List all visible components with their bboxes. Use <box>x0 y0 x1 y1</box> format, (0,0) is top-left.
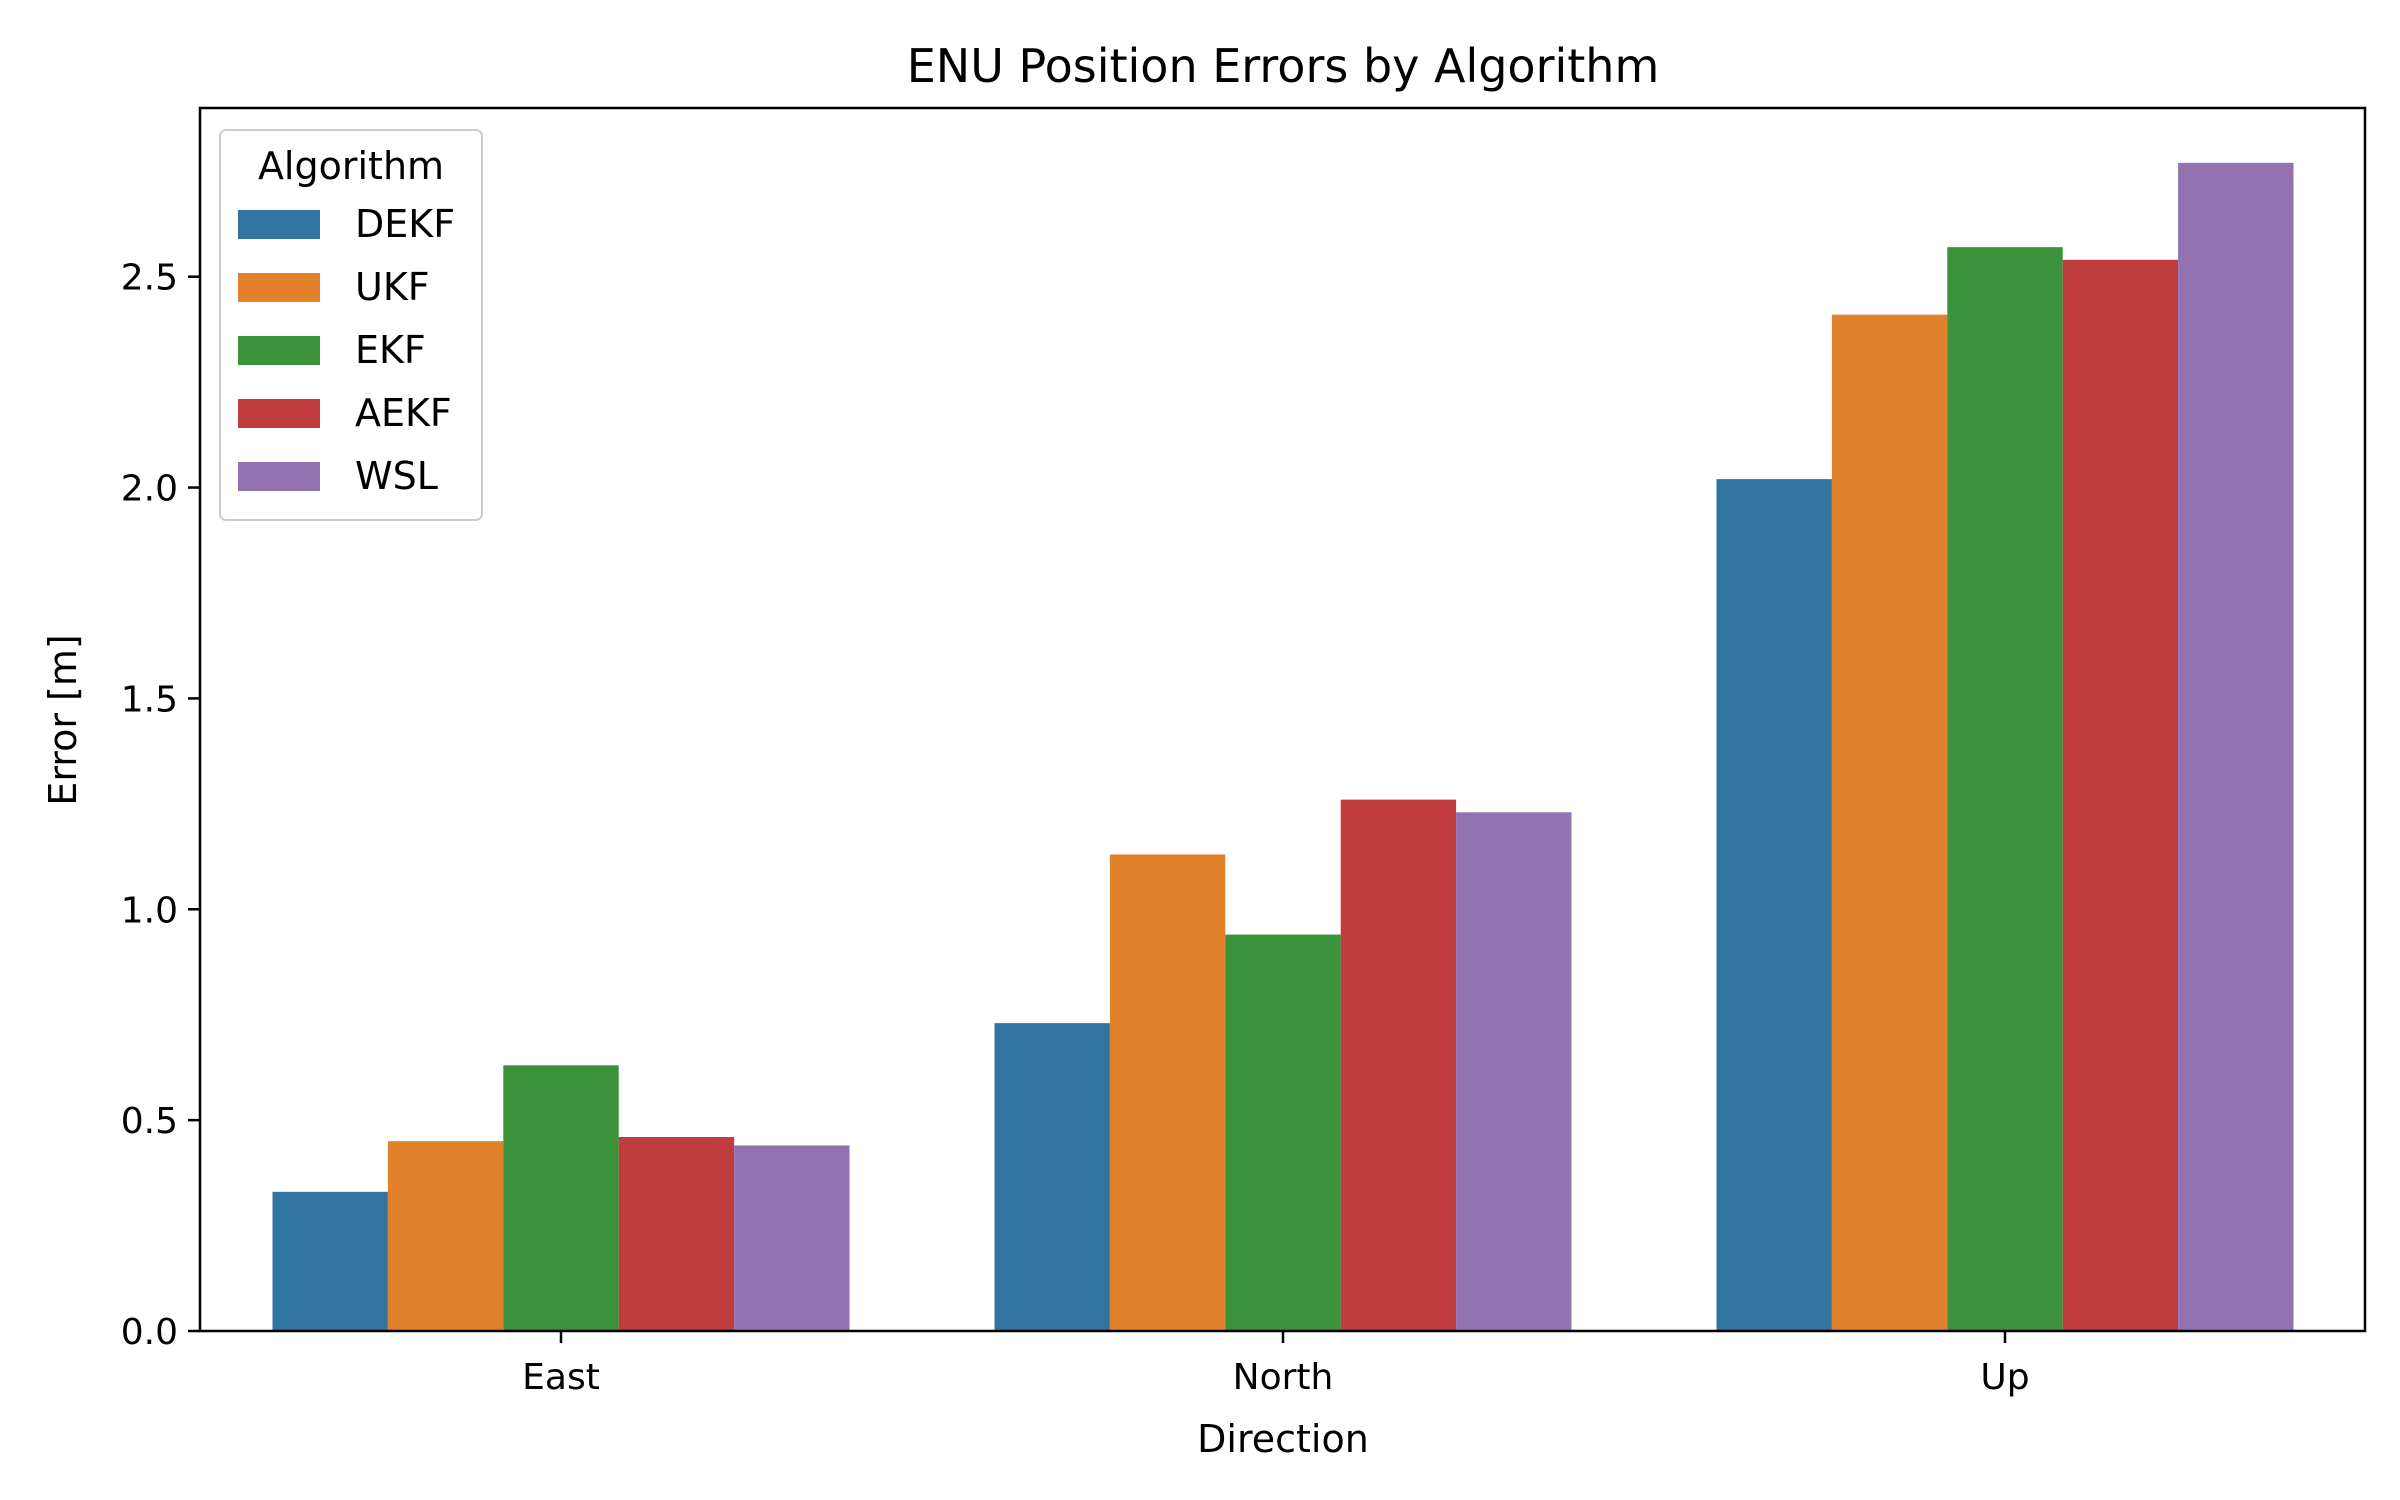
legend-label-ukf: UKF <box>355 265 430 309</box>
bar-dekf-north <box>994 1023 1110 1331</box>
bar-dekf-east <box>272 1191 388 1331</box>
legend-swatch-ekf <box>238 336 320 365</box>
legend-label-aekf: AEKF <box>355 391 452 435</box>
legend-label-dekf: DEKF <box>355 202 455 246</box>
legend-label-ekf: EKF <box>355 328 426 372</box>
x-tick-label-up: Up <box>1980 1357 2029 1398</box>
bar-ukf-north <box>1109 854 1226 1331</box>
bar-ekf-up <box>1947 247 2063 1331</box>
y-axis: 0.0 0.5 1.0 1.5 2.0 2.5 <box>121 258 200 1353</box>
legend-swatch-wsl <box>238 462 320 491</box>
x-tick-label-east: East <box>522 1357 600 1398</box>
bar-ukf-up <box>1831 314 1948 1331</box>
y-tick-label-5: 2.5 <box>121 258 178 299</box>
bar-wsl-east <box>734 1145 850 1331</box>
x-axis: East North Up <box>522 1331 2030 1398</box>
bar-aekf-north <box>1340 799 1457 1331</box>
bar-wsl-north <box>1456 812 1572 1331</box>
legend-swatch-aekf <box>238 399 320 428</box>
legend-swatch-ukf <box>238 273 320 302</box>
plot-frame <box>198 106 2367 1333</box>
legend-box <box>219 129 483 521</box>
y-tick-label-0: 0.0 <box>121 1312 178 1353</box>
bar-wsl-up <box>2178 162 2294 1331</box>
bars-group <box>272 162 2294 1331</box>
bar-ekf-north <box>1225 934 1341 1331</box>
x-tick-label-north: North <box>1233 1357 1334 1398</box>
bar-ukf-east <box>387 1141 504 1331</box>
y-axis-label: Error [m] <box>41 634 85 805</box>
bar-aekf-east <box>618 1137 735 1331</box>
bar-aekf-up <box>2062 259 2179 1331</box>
y-tick-label-3: 1.5 <box>121 679 178 720</box>
legend: Algorithm DEKF UKF EKF AEKF WSL <box>219 129 483 521</box>
legend-label-wsl: WSL <box>355 454 438 498</box>
y-tick-label-1: 0.5 <box>121 1101 178 1142</box>
chart-title: ENU Position Errors by Algorithm <box>907 39 1660 93</box>
legend-title: Algorithm <box>258 144 444 188</box>
x-axis-label: Direction <box>1197 1417 1369 1461</box>
y-tick-label-2: 1.0 <box>121 890 178 931</box>
legend-swatch-dekf <box>238 210 320 239</box>
bar-ekf-east <box>503 1065 619 1331</box>
bar-dekf-up <box>1716 479 1832 1331</box>
y-tick-label-4: 2.0 <box>121 469 178 510</box>
